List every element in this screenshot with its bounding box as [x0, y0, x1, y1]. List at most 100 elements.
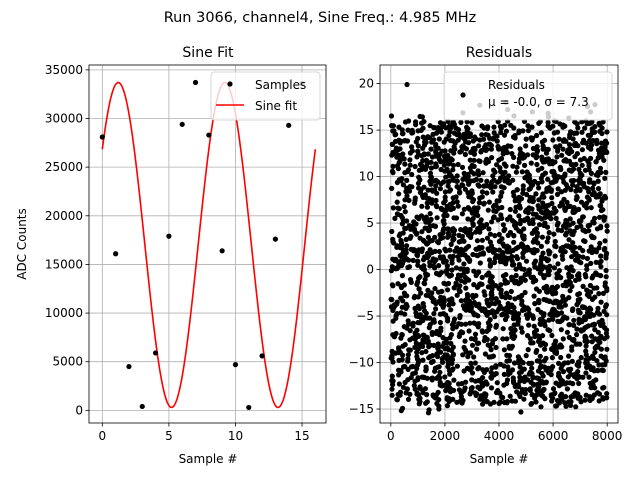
residual-point: [508, 309, 514, 315]
residual-point: [408, 364, 414, 370]
residual-point: [480, 170, 486, 176]
residual-point: [566, 274, 572, 280]
residual-point: [412, 370, 418, 376]
residual-point: [398, 295, 404, 301]
residual-point: [604, 129, 610, 135]
residual-point: [482, 306, 488, 313]
residual-point: [513, 204, 519, 210]
residual-point: [474, 246, 480, 252]
residual-point: [488, 185, 494, 191]
residual-point: [572, 252, 578, 258]
sample-point: [113, 251, 119, 257]
residual-point: [390, 318, 396, 324]
residual-point: [582, 338, 588, 344]
residual-point: [485, 246, 491, 252]
residual-point: [554, 154, 560, 160]
residual-point: [389, 373, 395, 379]
residual-point: [496, 306, 502, 312]
residual-point: [415, 259, 421, 265]
residual-point: [561, 137, 567, 143]
residual-point: [427, 263, 433, 269]
residual-point: [568, 399, 574, 405]
residual-point: [444, 203, 450, 209]
sample-point: [232, 362, 239, 368]
residual-point: [596, 398, 602, 404]
residual-point: [484, 221, 490, 228]
residual-point: [538, 175, 544, 181]
legend-marker-samples: [227, 81, 233, 87]
residual-point: [549, 355, 556, 361]
residual-point: [405, 167, 412, 173]
residual-point: [568, 178, 575, 184]
residual-point: [542, 323, 548, 329]
residual-point: [595, 305, 601, 311]
residual-point: [534, 132, 540, 139]
residual-point: [402, 225, 408, 231]
residual-point: [454, 173, 460, 179]
residual-point: [558, 354, 564, 361]
residual-point: [501, 185, 507, 191]
residual-point: [459, 164, 466, 170]
residual-point: [458, 329, 464, 335]
residual-point: [429, 197, 435, 203]
residual-point: [450, 205, 456, 211]
residual-point: [475, 168, 481, 174]
residual-point: [587, 222, 593, 228]
residual-point: [576, 380, 582, 387]
residual-point: [408, 226, 414, 232]
residual-point: [543, 355, 549, 361]
residual-point: [470, 222, 476, 228]
residual-point: [583, 228, 589, 235]
residual-point: [485, 320, 491, 326]
residual-point: [476, 200, 482, 206]
residual-point: [474, 208, 480, 214]
residual-point: [560, 282, 566, 288]
residual-point: [514, 187, 520, 193]
residual-point: [475, 226, 481, 232]
residual-point: [539, 234, 546, 240]
residual-point: [445, 161, 451, 167]
residual-point: [431, 342, 437, 348]
residual-point: [430, 319, 436, 325]
residual-point: [450, 167, 456, 173]
residual-point: [488, 181, 494, 187]
residual-point: [489, 155, 495, 161]
residual-point: [559, 152, 565, 158]
sine-fit-xtick-label: 5: [165, 429, 173, 443]
residuals-title: Residuals: [466, 45, 532, 61]
residual-point: [511, 360, 518, 366]
residual-point: [407, 157, 413, 163]
residual-point: [433, 148, 439, 154]
residual-point: [536, 185, 542, 191]
residual-point: [538, 392, 545, 398]
residual-point: [540, 250, 546, 256]
residual-point: [604, 312, 610, 318]
residual-point: [455, 161, 461, 168]
residual-point: [486, 226, 492, 232]
residual-point: [517, 152, 523, 158]
residual-point: [579, 318, 585, 324]
residual-point: [505, 364, 511, 370]
residual-point: [554, 129, 561, 135]
residual-point: [599, 367, 605, 373]
residual-point: [410, 335, 416, 341]
residual-point: [553, 403, 559, 409]
residual-point: [436, 406, 442, 412]
residual-point: [555, 311, 561, 317]
residual-point: [496, 178, 502, 184]
residual-point: [572, 119, 578, 125]
residual-point: [471, 150, 477, 156]
residual-point: [399, 131, 406, 137]
residual-point: [498, 129, 504, 136]
residual-point: [475, 269, 481, 275]
residual-point: [501, 227, 507, 234]
residual-point: [549, 398, 555, 404]
sine-fit-curve: [101, 81, 317, 409]
residual-point: [444, 403, 450, 409]
residual-point: [533, 236, 539, 242]
residual-point: [398, 369, 404, 375]
residual-point: [541, 285, 547, 291]
residual-point: [438, 166, 444, 173]
residual-point: [404, 293, 410, 299]
residual-point: [539, 317, 545, 323]
